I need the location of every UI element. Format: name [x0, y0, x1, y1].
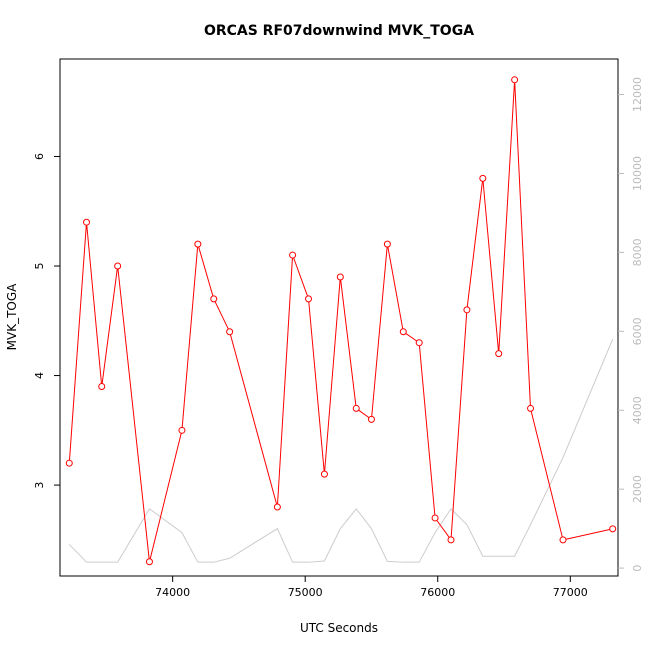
- series-line: [68, 339, 614, 563]
- data-point: [114, 262, 122, 270]
- series-segment: [68, 225, 87, 461]
- series-segment: [214, 301, 229, 330]
- y-axis-label: MVK_TOGA: [5, 283, 19, 351]
- series-segment: [181, 247, 199, 428]
- x-axis-label: UTC Seconds: [300, 621, 378, 635]
- series-segment: [530, 411, 563, 538]
- series-segment: [371, 247, 388, 417]
- series-segment: [482, 181, 499, 351]
- x-tick-label: 76000: [420, 586, 455, 599]
- bottom-axis: 74000 75000 76000 77000: [155, 576, 588, 599]
- series-segment: [198, 246, 214, 297]
- y-tick-label: 5: [33, 263, 46, 270]
- series-segment: [418, 345, 436, 516]
- data-point: [511, 76, 519, 84]
- data-point: [559, 536, 567, 544]
- y2-tick-label: 6000: [631, 317, 644, 345]
- data-point: [210, 295, 218, 303]
- data-point: [145, 558, 153, 566]
- data-point: [367, 415, 375, 423]
- y2-tick-label: 2000: [631, 475, 644, 503]
- data-point: [320, 470, 328, 478]
- data-point: [609, 525, 617, 533]
- data-point: [415, 339, 423, 347]
- chart-title: ORCAS RF07downwind MVK_TOGA: [204, 23, 474, 39]
- data-point: [495, 350, 503, 358]
- data-point: [273, 503, 281, 511]
- data-point: [336, 273, 344, 281]
- left-axis: 3 4 5 6: [33, 153, 60, 489]
- y2-tick-label: 0: [631, 565, 644, 572]
- series-segment: [514, 82, 531, 406]
- data-point: [65, 459, 73, 467]
- series-segment: [358, 409, 370, 419]
- data-point: [463, 306, 471, 314]
- right-axis: 0 2000 4000 6000 8000 10000 12000: [618, 77, 644, 572]
- series-layer: [65, 76, 617, 566]
- data-point: [194, 240, 202, 248]
- series-segment: [405, 333, 418, 342]
- right-axis-series: [68, 339, 614, 563]
- series-segment: [117, 268, 150, 559]
- series-segment: [101, 268, 118, 384]
- y2-tick-label: 4000: [631, 396, 644, 424]
- series-segment: [149, 433, 182, 559]
- y2-tick-label: 8000: [631, 238, 644, 266]
- data-point: [527, 404, 535, 412]
- series-segment: [308, 301, 325, 472]
- series-segment: [466, 181, 483, 307]
- series-segment: [324, 279, 341, 472]
- data-point: [226, 328, 234, 336]
- series-segment: [229, 334, 278, 505]
- y-tick-label: 6: [33, 153, 46, 160]
- data-point: [83, 218, 91, 226]
- x-tick-label: 75000: [288, 586, 323, 599]
- y-tick-label: 4: [33, 372, 46, 379]
- y-tick-label: 3: [33, 482, 46, 489]
- x-tick-label: 77000: [553, 586, 588, 599]
- series-segment: [450, 312, 468, 537]
- series-segment: [293, 257, 308, 297]
- data-point: [399, 328, 407, 336]
- y2-tick-label: 10000: [631, 156, 644, 191]
- data-point: [289, 251, 297, 259]
- plot-frame: [59, 58, 619, 577]
- series-segment: [387, 246, 404, 329]
- data-point: [352, 404, 360, 412]
- data-point: [479, 174, 487, 182]
- series-segment: [277, 258, 293, 505]
- y2-tick-label: 12000: [631, 77, 644, 112]
- left-axis-series: [65, 76, 617, 566]
- data-point: [305, 295, 313, 303]
- series-segment: [86, 225, 102, 384]
- series-segment: [498, 82, 515, 351]
- data-point: [178, 426, 186, 434]
- data-point: [383, 240, 391, 248]
- series-segment: [565, 529, 610, 540]
- x-tick-label: 74000: [155, 586, 190, 599]
- series-segment: [436, 520, 450, 538]
- data-point: [431, 514, 439, 522]
- series-segment: [340, 279, 357, 406]
- data-point: [98, 383, 106, 391]
- data-point: [447, 536, 455, 544]
